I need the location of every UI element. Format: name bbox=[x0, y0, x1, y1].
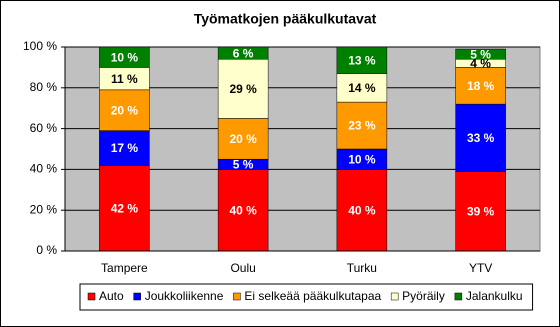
value-label: 14 % bbox=[348, 81, 376, 95]
bar-segment bbox=[99, 89, 150, 131]
x-tick-label: YTV bbox=[469, 261, 492, 275]
legend-marker bbox=[233, 292, 241, 301]
legend-marker bbox=[133, 292, 141, 301]
y-tick-label: 0 % bbox=[36, 243, 57, 257]
bar-segment bbox=[336, 101, 388, 150]
chart-title: Työmatkojen pääkulkutavat bbox=[194, 11, 377, 27]
bar-segment bbox=[455, 67, 506, 105]
value-label: 20 % bbox=[111, 103, 139, 117]
value-label: 40 % bbox=[348, 203, 376, 217]
legend-label: Jalankulku bbox=[466, 289, 523, 303]
y-tick-label: 40 % bbox=[30, 162, 58, 176]
value-label: 33 % bbox=[467, 131, 495, 145]
legend-label: Auto bbox=[99, 289, 124, 303]
bar-segment bbox=[217, 46, 269, 60]
bar-segment bbox=[336, 169, 388, 252]
y-tick-label: 60 % bbox=[30, 121, 58, 135]
value-label: 10 % bbox=[348, 152, 376, 166]
value-label: 10 % bbox=[111, 50, 139, 64]
bar-segment bbox=[217, 58, 269, 119]
value-label: 13 % bbox=[348, 53, 376, 67]
x-tick-label: Tampere bbox=[101, 261, 148, 275]
y-tick-label: 100 % bbox=[23, 39, 57, 53]
legend-marker bbox=[390, 292, 399, 301]
legend-marker bbox=[87, 292, 96, 301]
legend-label: Ei selkeää pääkulkutapaa bbox=[244, 289, 381, 303]
bar-segment bbox=[455, 48, 506, 60]
value-label: 4 % bbox=[470, 56, 491, 70]
value-label: 5 % bbox=[470, 47, 491, 61]
bar-segment bbox=[99, 130, 150, 166]
bar-segment bbox=[455, 171, 506, 252]
value-label: 40 % bbox=[229, 203, 257, 217]
bar-segment bbox=[336, 73, 388, 103]
bar-segment bbox=[99, 46, 150, 68]
x-tick-label: Turku bbox=[347, 261, 377, 275]
value-label: 39 % bbox=[467, 204, 495, 218]
legend-label: Pyöräily bbox=[402, 289, 445, 303]
value-label: 29 % bbox=[229, 82, 257, 96]
bar-segment bbox=[336, 46, 388, 74]
y-tick-label: 20 % bbox=[30, 202, 58, 216]
legend-marker bbox=[454, 292, 463, 301]
value-label: 11 % bbox=[111, 72, 138, 86]
x-tick-label: Oulu bbox=[230, 261, 255, 275]
value-label: 20 % bbox=[229, 132, 257, 146]
bar-segment bbox=[99, 165, 150, 252]
value-label: 23 % bbox=[348, 119, 376, 133]
value-label: 42 % bbox=[111, 201, 139, 215]
value-label: 18 % bbox=[467, 79, 495, 93]
legend-label: Joukkoliikenne bbox=[145, 289, 224, 303]
value-label: 6 % bbox=[233, 46, 254, 60]
y-tick-label: 80 % bbox=[30, 80, 58, 94]
value-label: 17 % bbox=[111, 141, 139, 155]
bar-segment bbox=[455, 103, 506, 172]
value-label: 5 % bbox=[233, 157, 254, 171]
